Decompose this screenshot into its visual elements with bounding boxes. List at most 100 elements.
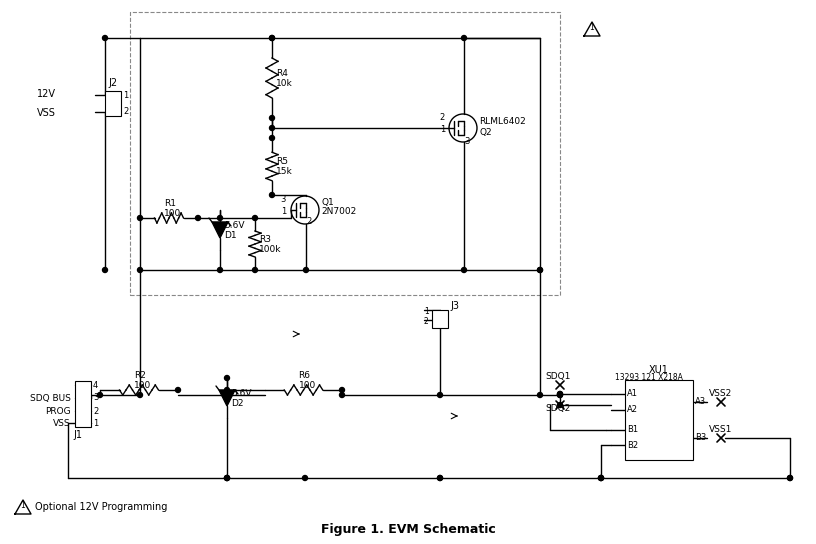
Circle shape: [252, 268, 258, 273]
Text: PROG: PROG: [46, 406, 71, 416]
Text: SDQ BUS: SDQ BUS: [30, 393, 71, 403]
Text: 2: 2: [93, 406, 98, 416]
Text: 3: 3: [464, 137, 469, 145]
Text: B3: B3: [695, 434, 707, 442]
Text: 13293 121 X218A: 13293 121 X218A: [615, 374, 683, 382]
Circle shape: [138, 215, 143, 220]
Circle shape: [303, 475, 308, 480]
Circle shape: [103, 268, 108, 273]
Text: SDQ2: SDQ2: [545, 405, 570, 413]
Circle shape: [598, 475, 604, 480]
Text: D1: D1: [224, 232, 237, 240]
Text: VSS1: VSS1: [709, 425, 733, 435]
Text: Optional 12V Programming: Optional 12V Programming: [35, 502, 167, 512]
Circle shape: [557, 393, 562, 398]
Text: 100k: 100k: [259, 244, 282, 254]
Polygon shape: [219, 390, 235, 406]
Text: RLML6402: RLML6402: [479, 118, 526, 127]
Circle shape: [224, 475, 229, 480]
Circle shape: [196, 215, 201, 220]
Circle shape: [269, 135, 274, 140]
Circle shape: [103, 35, 108, 40]
Text: 1: 1: [123, 90, 128, 100]
Text: 2: 2: [440, 114, 445, 122]
Circle shape: [252, 215, 258, 220]
Text: 2N7002: 2N7002: [321, 207, 357, 217]
Text: 2: 2: [306, 218, 311, 226]
Circle shape: [269, 35, 274, 40]
Text: B1: B1: [627, 425, 638, 435]
Text: 1: 1: [20, 502, 24, 510]
Circle shape: [598, 475, 604, 480]
Text: 12V: 12V: [37, 89, 56, 99]
Text: 3: 3: [281, 195, 286, 203]
Text: R2: R2: [134, 372, 146, 380]
Text: A1: A1: [627, 390, 638, 399]
Text: B2: B2: [627, 441, 638, 449]
Text: 1: 1: [281, 207, 286, 215]
Text: 4: 4: [93, 380, 98, 390]
Text: R3: R3: [259, 234, 271, 244]
Circle shape: [557, 392, 562, 397]
Text: 100: 100: [299, 380, 316, 390]
Circle shape: [138, 268, 143, 273]
Circle shape: [269, 115, 274, 121]
Bar: [432, 310, 448, 328]
Text: 5.6V: 5.6V: [231, 390, 251, 399]
Circle shape: [787, 475, 792, 480]
Circle shape: [557, 392, 562, 397]
Polygon shape: [212, 222, 228, 238]
Text: 1: 1: [589, 23, 594, 33]
Text: R4: R4: [276, 69, 288, 77]
Bar: [625, 380, 693, 460]
Circle shape: [304, 268, 308, 273]
Circle shape: [218, 215, 223, 220]
Circle shape: [269, 193, 274, 197]
Text: 1: 1: [93, 418, 98, 428]
Text: 100: 100: [164, 208, 181, 218]
Text: XU1: XU1: [649, 365, 669, 375]
Circle shape: [269, 35, 274, 40]
Text: 2: 2: [123, 108, 128, 116]
Text: 1: 1: [424, 306, 428, 316]
Circle shape: [224, 387, 229, 393]
Text: J2: J2: [108, 78, 118, 88]
Text: Q1: Q1: [321, 197, 334, 207]
Text: 10k: 10k: [276, 78, 293, 88]
Text: 15k: 15k: [276, 167, 293, 176]
Text: R5: R5: [276, 157, 288, 166]
Text: VSS2: VSS2: [709, 390, 732, 399]
Circle shape: [218, 268, 223, 273]
Text: Figure 1. EVM Schematic: Figure 1. EVM Schematic: [321, 523, 495, 536]
Text: R6: R6: [299, 372, 311, 380]
Circle shape: [538, 393, 543, 398]
Circle shape: [224, 475, 229, 480]
Circle shape: [787, 475, 792, 480]
Circle shape: [538, 268, 543, 273]
Text: A3: A3: [695, 398, 706, 406]
Text: D2: D2: [231, 399, 243, 409]
Text: 2: 2: [424, 317, 428, 325]
Circle shape: [437, 475, 442, 480]
Bar: [75, 381, 91, 427]
Circle shape: [598, 475, 604, 480]
Circle shape: [97, 393, 103, 398]
Circle shape: [538, 268, 543, 273]
Text: VSS: VSS: [37, 108, 56, 118]
Circle shape: [339, 393, 344, 398]
Text: 3: 3: [93, 393, 99, 403]
Circle shape: [339, 387, 344, 393]
Circle shape: [557, 403, 562, 407]
Circle shape: [224, 375, 229, 380]
Text: SDQ1: SDQ1: [545, 373, 570, 381]
Text: 100: 100: [134, 380, 151, 390]
Circle shape: [462, 268, 467, 273]
Circle shape: [175, 387, 180, 393]
Bar: [105, 91, 121, 116]
Text: 5.6V: 5.6V: [224, 221, 245, 231]
Circle shape: [138, 393, 143, 398]
Text: J1: J1: [73, 430, 82, 440]
Circle shape: [437, 393, 442, 398]
Text: VSS: VSS: [53, 418, 71, 428]
Circle shape: [224, 475, 229, 480]
